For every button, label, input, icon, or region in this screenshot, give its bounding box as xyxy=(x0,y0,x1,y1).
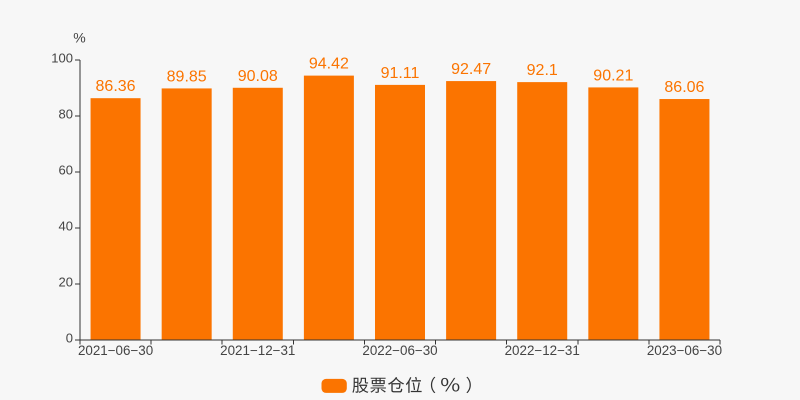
svg-text:92.47: 92.47 xyxy=(451,61,491,78)
svg-text:2021−12−31: 2021−12−31 xyxy=(220,343,295,358)
svg-text:90.08: 90.08 xyxy=(238,68,278,85)
svg-text:94.42: 94.42 xyxy=(309,56,349,73)
svg-text:90.21: 90.21 xyxy=(593,67,633,84)
svg-text:2023−06−30: 2023−06−30 xyxy=(647,343,722,358)
svg-text:2022−06−30: 2022−06−30 xyxy=(362,343,437,358)
svg-text:86.06: 86.06 xyxy=(664,79,704,96)
svg-text:92.1: 92.1 xyxy=(527,62,558,79)
svg-text:0: 0 xyxy=(66,330,73,345)
svg-text:20: 20 xyxy=(59,274,73,289)
svg-text:2021−06−30: 2021−06−30 xyxy=(78,343,153,358)
svg-text:80: 80 xyxy=(59,106,73,121)
svg-text:2022−12−31: 2022−12−31 xyxy=(505,343,580,358)
svg-text:100: 100 xyxy=(51,50,73,65)
svg-text:40: 40 xyxy=(59,218,73,233)
svg-text:86.36: 86.36 xyxy=(96,78,136,95)
svg-text:91.11: 91.11 xyxy=(381,65,420,82)
svg-text:%: % xyxy=(73,29,85,45)
svg-text:89.85: 89.85 xyxy=(167,68,207,85)
svg-text:60: 60 xyxy=(59,162,73,177)
